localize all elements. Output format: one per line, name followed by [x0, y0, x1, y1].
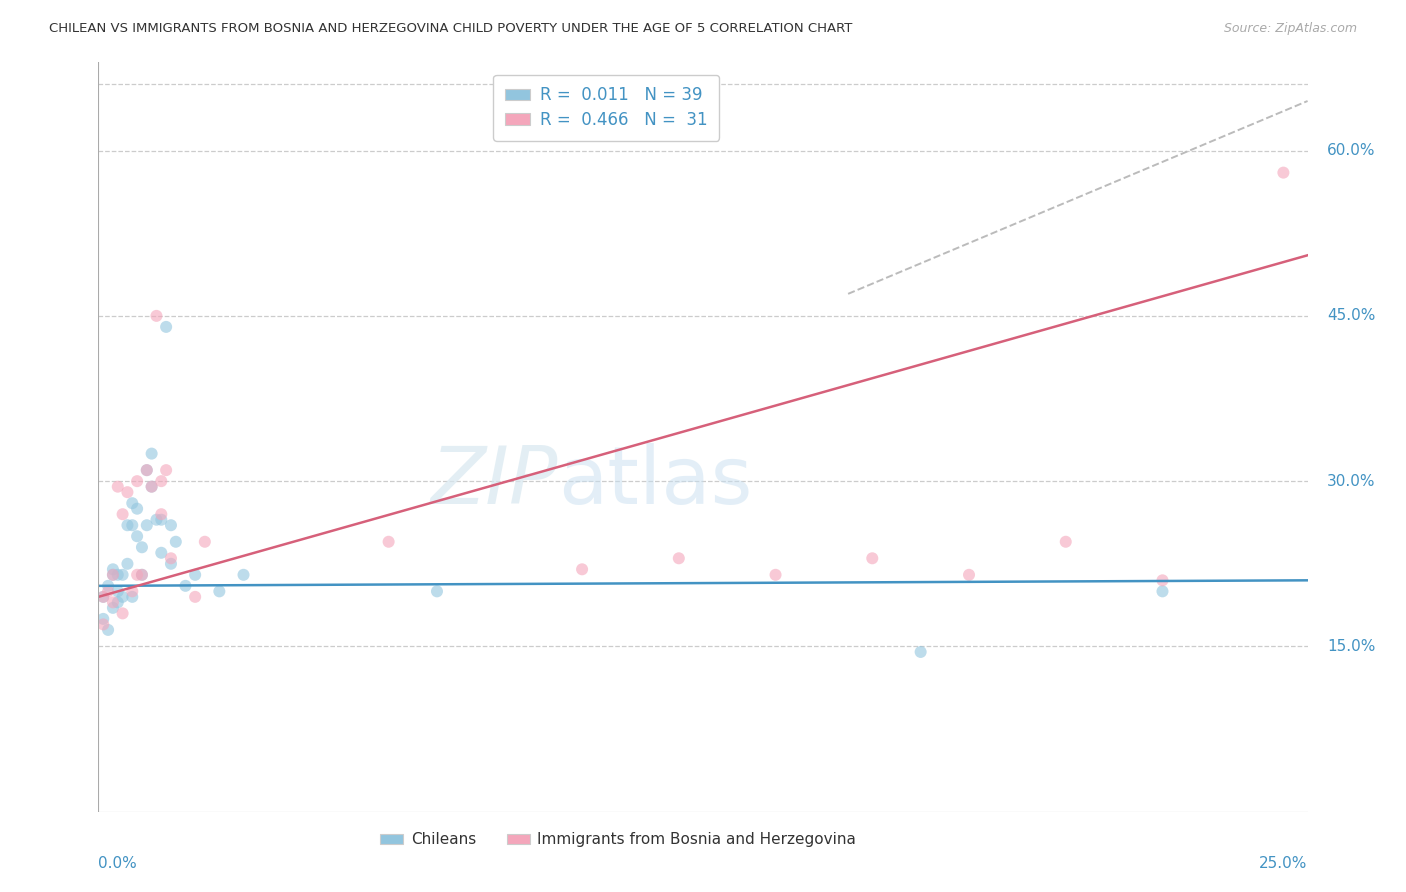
Point — [101, 562, 124, 576]
Point — [91, 590, 114, 604]
Point — [107, 584, 129, 599]
Point — [131, 567, 153, 582]
Point — [97, 623, 120, 637]
Point — [145, 513, 167, 527]
Point — [1054, 534, 1077, 549]
Point — [150, 474, 173, 488]
Point — [101, 567, 124, 582]
Point — [111, 590, 134, 604]
Point — [184, 567, 207, 582]
Point — [117, 557, 139, 571]
Point — [165, 534, 187, 549]
Point — [91, 617, 114, 632]
Point — [101, 595, 124, 609]
Point — [121, 590, 143, 604]
Point — [121, 518, 143, 533]
Point — [111, 567, 134, 582]
Point — [131, 567, 153, 582]
Point — [141, 480, 163, 494]
Point — [957, 567, 980, 582]
Text: 0.0%: 0.0% — [98, 855, 138, 871]
Point — [155, 463, 177, 477]
Point — [668, 551, 690, 566]
Point — [377, 534, 399, 549]
Point — [135, 463, 157, 477]
Point — [107, 480, 129, 494]
Point — [1272, 166, 1295, 180]
Point — [91, 590, 114, 604]
Text: 30.0%: 30.0% — [1327, 474, 1375, 489]
Point — [101, 567, 124, 582]
Point — [232, 567, 254, 582]
Point — [141, 447, 163, 461]
Text: 60.0%: 60.0% — [1327, 143, 1375, 158]
Point — [107, 567, 129, 582]
Point — [131, 541, 153, 555]
Point — [208, 584, 231, 599]
Point — [184, 590, 207, 604]
Point — [860, 551, 883, 566]
Text: ZIP: ZIP — [430, 443, 558, 521]
Point — [121, 584, 143, 599]
Point — [97, 579, 120, 593]
Point — [91, 612, 114, 626]
Point — [97, 584, 120, 599]
Text: CHILEAN VS IMMIGRANTS FROM BOSNIA AND HERZEGOVINA CHILD POVERTY UNDER THE AGE OF: CHILEAN VS IMMIGRANTS FROM BOSNIA AND HE… — [49, 22, 852, 36]
Point — [127, 474, 149, 488]
Point — [107, 595, 129, 609]
Point — [101, 600, 124, 615]
Point — [150, 507, 173, 521]
Point — [127, 529, 149, 543]
Legend: Chileans, Immigrants from Bosnia and Herzegovina: Chileans, Immigrants from Bosnia and Her… — [371, 823, 866, 856]
Text: Source: ZipAtlas.com: Source: ZipAtlas.com — [1223, 22, 1357, 36]
Point — [135, 463, 157, 477]
Point — [135, 518, 157, 533]
Point — [121, 496, 143, 510]
Text: 25.0%: 25.0% — [1260, 855, 1308, 871]
Point — [910, 645, 932, 659]
Point — [765, 567, 787, 582]
Point — [174, 579, 197, 593]
Point — [160, 551, 183, 566]
Point — [141, 480, 163, 494]
Point — [155, 319, 177, 334]
Point — [127, 567, 149, 582]
Point — [145, 309, 167, 323]
Point — [160, 518, 183, 533]
Point — [150, 546, 173, 560]
Point — [426, 584, 449, 599]
Point — [571, 562, 593, 576]
Point — [1152, 584, 1174, 599]
Point — [194, 534, 217, 549]
Point — [111, 507, 134, 521]
Point — [1152, 574, 1174, 588]
Point — [111, 607, 134, 621]
Point — [150, 513, 173, 527]
Text: 15.0%: 15.0% — [1327, 639, 1375, 654]
Text: 45.0%: 45.0% — [1327, 309, 1375, 324]
Point — [127, 501, 149, 516]
Point — [160, 557, 183, 571]
Point — [117, 518, 139, 533]
Point — [117, 485, 139, 500]
Text: atlas: atlas — [558, 443, 752, 521]
